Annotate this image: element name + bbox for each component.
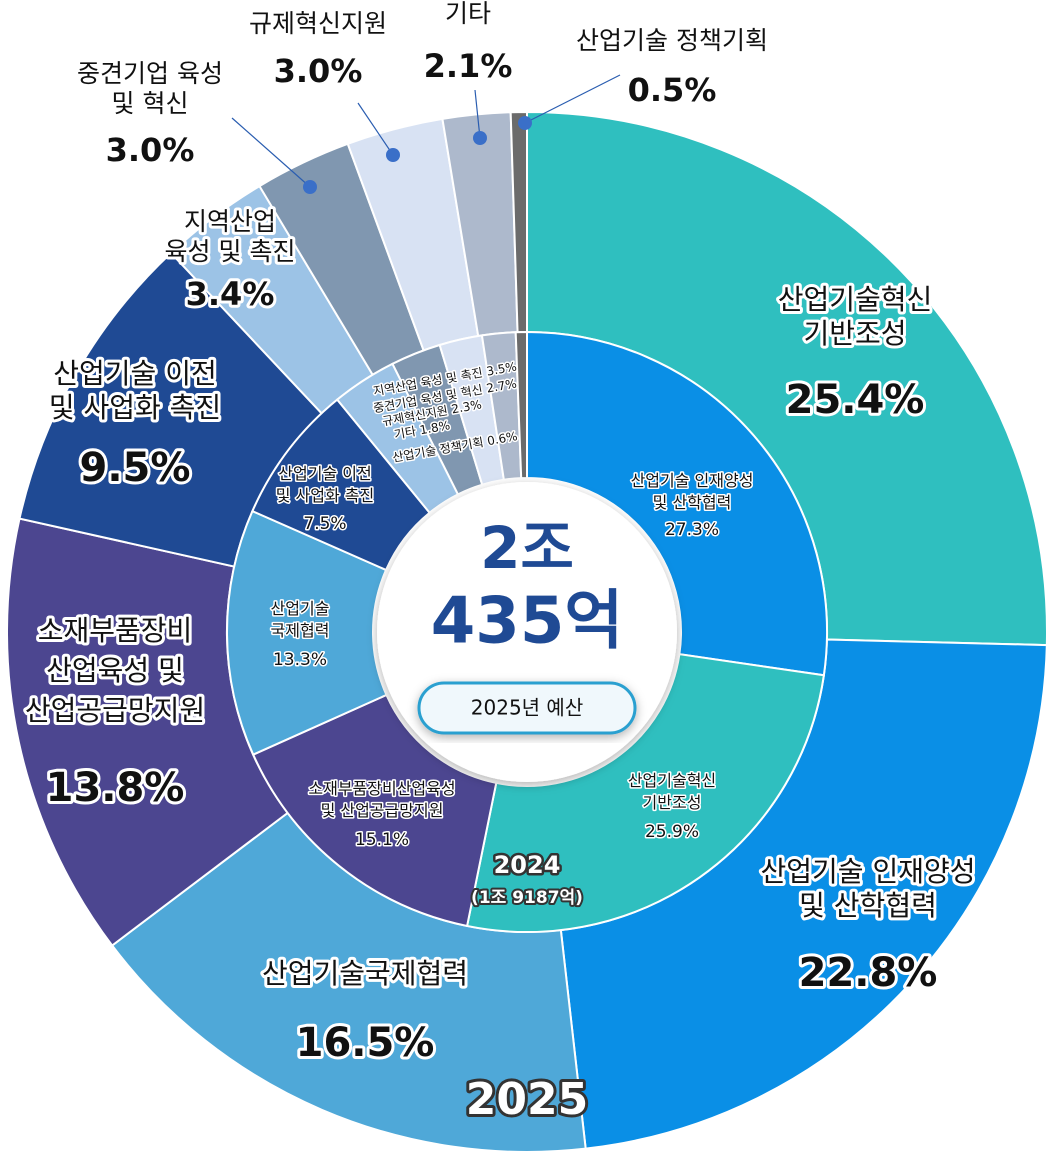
- total-line: 435억: [431, 585, 623, 659]
- value-label: 13.3%: [273, 650, 327, 670]
- value-label: 9.5%: [80, 445, 191, 491]
- value-label: 27.3%: [665, 520, 719, 540]
- leader-dot: [518, 116, 532, 130]
- slice-label: 지역산업 육성 및 촉진: [165, 207, 296, 266]
- value-label: 3.0%: [106, 131, 195, 169]
- pie-slice: [465, 653, 826, 933]
- value-label: 2.1%: [424, 47, 513, 85]
- leader-line: [357, 102, 394, 156]
- slice-label: 산업기술 인재양성 및 산학협력: [761, 855, 976, 922]
- pie-slice: [226, 509, 388, 756]
- value-label: 25.9%: [645, 822, 699, 842]
- value-label: 16.5%: [296, 1020, 435, 1066]
- slice-label: 소재부품장비산업육성 및 산업공급망지원: [308, 779, 455, 820]
- slice-label: 산업기술 이전 및 사업화 촉진: [276, 464, 375, 505]
- pie-slice: [251, 693, 498, 928]
- slice-label: 규제혁신지원: [249, 9, 387, 38]
- value-label: 2.7%: [485, 376, 517, 395]
- slice-name: 기타: [393, 424, 417, 442]
- slice-label: 산업기술 인재양성 및 산학협력: [631, 471, 754, 512]
- value-label: 3.0%: [274, 52, 363, 90]
- ring-subtitle: (1조 9187억): [471, 888, 583, 908]
- value-label: 1.8%: [419, 418, 451, 437]
- pill-label: 2025년 예산: [471, 696, 583, 720]
- slice-label: 산업기술 정책기획: [576, 26, 768, 55]
- slice-label: 산업기술국제협력: [262, 957, 468, 990]
- slice-label-line: 기타 1.8%: [393, 418, 451, 442]
- slice-label: 중견기업 육성 및 혁신: [77, 59, 223, 118]
- value-label: 13.8%: [46, 765, 185, 811]
- value-label: 15.1%: [355, 830, 409, 850]
- ring-title: 2024: [494, 851, 561, 879]
- value-label: 2.3%: [450, 397, 482, 416]
- value-label: 25.4%: [786, 377, 925, 423]
- pill: [417, 681, 637, 735]
- slice-label: 산업기술혁신 기반조성: [628, 771, 716, 812]
- pie-slice: [514, 330, 528, 480]
- value-label: 0.5%: [628, 71, 717, 109]
- slice-label: 산업기술혁신 기반조성: [778, 283, 933, 350]
- value-label: 0.6%: [486, 429, 518, 448]
- value-label: 7.5%: [303, 514, 346, 534]
- leader-dot: [386, 148, 400, 162]
- leader-dot: [473, 131, 487, 145]
- leader-line: [231, 117, 311, 188]
- leader-line: [524, 74, 621, 124]
- slice-label: 소재부품장비 산업육성 및 산업공급망지원: [25, 614, 205, 727]
- slice-label: 기타: [445, 0, 491, 28]
- value-label: 3.5%: [485, 359, 517, 378]
- leader-line: [474, 89, 481, 139]
- ring-title: 2025: [466, 1074, 588, 1125]
- value-label: 22.8%: [799, 950, 938, 996]
- total-line: 2조: [480, 514, 574, 582]
- value-label: 3.4%: [186, 275, 275, 313]
- slice-label: 산업기술 이전 및 사업화 촉진: [49, 357, 221, 424]
- leader-dot: [303, 180, 317, 194]
- pie-slice: [526, 330, 828, 677]
